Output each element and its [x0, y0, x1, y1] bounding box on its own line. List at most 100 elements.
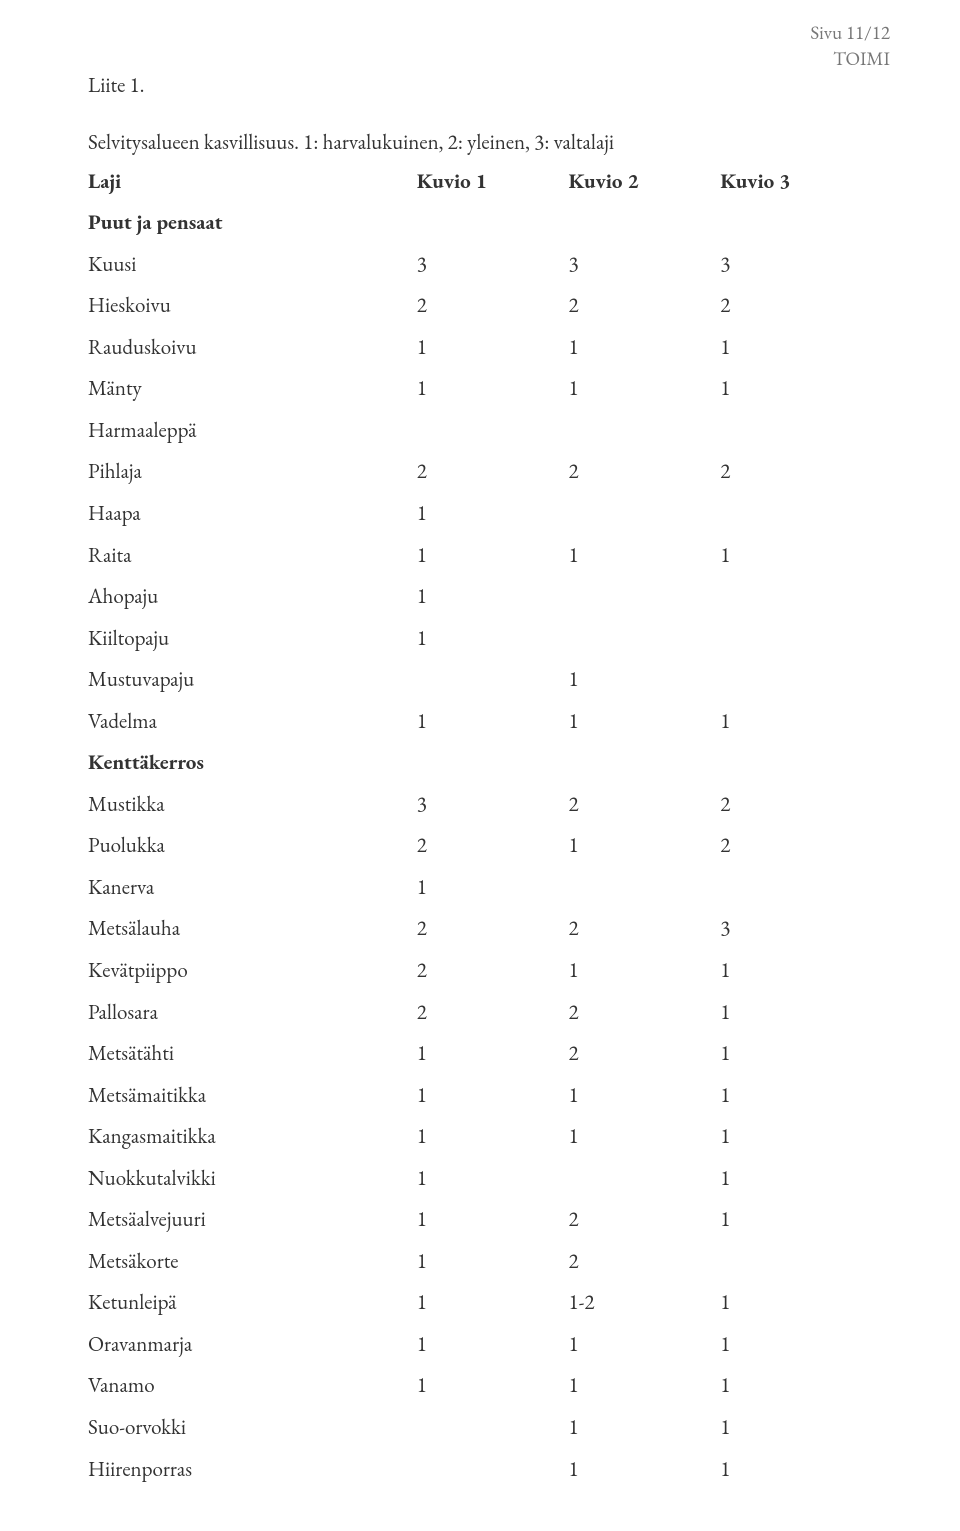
- val-kuvio2: 3: [569, 244, 721, 286]
- val-kuvio3: 1: [720, 992, 872, 1034]
- val-kuvio3: 1: [720, 1408, 872, 1450]
- val-kuvio3: 1: [720, 1158, 872, 1200]
- val-kuvio2: 1: [569, 950, 721, 992]
- val-kuvio1: 1: [417, 369, 569, 411]
- val-kuvio3: 3: [720, 909, 872, 951]
- val-kuvio3: [720, 660, 872, 702]
- val-kuvio3: 1: [720, 535, 872, 577]
- section-label: Kenttäkerros: [88, 743, 872, 785]
- page: Sivu 11/12 TOIMI Liite 1. Selvitysalueen…: [0, 0, 960, 1531]
- val-kuvio1: 3: [417, 784, 569, 826]
- val-kuvio2: 1: [569, 1075, 721, 1117]
- val-kuvio1: 1: [417, 1324, 569, 1366]
- val-kuvio2: 2: [569, 1200, 721, 1242]
- val-kuvio1: [417, 1449, 569, 1491]
- val-kuvio3: 3: [720, 244, 872, 286]
- species-name: Puolukka: [88, 826, 417, 868]
- page-header: Sivu 11/12 TOIMI: [810, 20, 890, 71]
- val-kuvio1: 1: [417, 1117, 569, 1159]
- table-row: Kevätpiippo211: [88, 950, 872, 992]
- table-row: Hieskoivu222: [88, 286, 872, 328]
- val-kuvio3: 2: [720, 286, 872, 328]
- species-name: Kangasmaitikka: [88, 1117, 417, 1159]
- table-row: Puolukka212: [88, 826, 872, 868]
- val-kuvio3: 1: [720, 1034, 872, 1076]
- val-kuvio3: 1: [720, 1200, 872, 1242]
- val-kuvio3: 1: [720, 1366, 872, 1408]
- val-kuvio3: 2: [720, 826, 872, 868]
- doc-label: TOIMI: [810, 46, 890, 72]
- species-name: Ketunleipä: [88, 1283, 417, 1325]
- species-name: Mänty: [88, 369, 417, 411]
- val-kuvio2: 1: [569, 1449, 721, 1491]
- val-kuvio1: 1: [417, 1200, 569, 1242]
- species-name: Kanerva: [88, 867, 417, 909]
- val-kuvio3: 2: [720, 784, 872, 826]
- species-name: Metsämaitikka: [88, 1075, 417, 1117]
- species-name: Mustuvapaju: [88, 660, 417, 702]
- val-kuvio3: [720, 618, 872, 660]
- species-name: Harmaaleppä: [88, 410, 417, 452]
- val-kuvio3: 2: [720, 452, 872, 494]
- species-name: Nuokkutalvikki: [88, 1158, 417, 1200]
- val-kuvio1: [417, 410, 569, 452]
- table-row: Oravanmarja111: [88, 1324, 872, 1366]
- val-kuvio1: 1: [417, 1366, 569, 1408]
- val-kuvio2: 2: [569, 1241, 721, 1283]
- val-kuvio2: [569, 577, 721, 619]
- species-name: Suo-orvokki: [88, 1408, 417, 1450]
- table-row: Raita111: [88, 535, 872, 577]
- val-kuvio2: 2: [569, 1034, 721, 1076]
- table-row: Pallosara221: [88, 992, 872, 1034]
- val-kuvio1: 1: [417, 867, 569, 909]
- section-puut-ja-pensaat: Puut ja pensaat: [88, 203, 872, 245]
- val-kuvio3: 1: [720, 1283, 872, 1325]
- table-row: Nuokkutalvikki11: [88, 1158, 872, 1200]
- val-kuvio3: [720, 410, 872, 452]
- species-name: Metsälauha: [88, 909, 417, 951]
- col-kuvio1: Kuvio 1: [417, 161, 569, 203]
- species-name: Pihlaja: [88, 452, 417, 494]
- attachment-label: Liite 1.: [88, 70, 872, 103]
- table-row: Kiiltopaju1: [88, 618, 872, 660]
- species-name: Ahopaju: [88, 577, 417, 619]
- species-name: Vanamo: [88, 1366, 417, 1408]
- species-name: Vadelma: [88, 701, 417, 743]
- val-kuvio3: 1: [720, 1117, 872, 1159]
- table-row: Vadelma111: [88, 701, 872, 743]
- val-kuvio2: 1: [569, 1324, 721, 1366]
- val-kuvio1: 2: [417, 909, 569, 951]
- val-kuvio1: 1: [417, 1034, 569, 1076]
- species-name: Haapa: [88, 493, 417, 535]
- val-kuvio3: 1: [720, 327, 872, 369]
- val-kuvio2: 2: [569, 784, 721, 826]
- val-kuvio2: [569, 493, 721, 535]
- species-name: Kuusi: [88, 244, 417, 286]
- species-name: Oravanmarja: [88, 1324, 417, 1366]
- val-kuvio2: [569, 867, 721, 909]
- section-label: Puut ja pensaat: [88, 203, 872, 245]
- table-row: Metsätähti121: [88, 1034, 872, 1076]
- page-number: Sivu 11/12: [810, 20, 890, 46]
- val-kuvio2: 1: [569, 327, 721, 369]
- table-row: Pihlaja222: [88, 452, 872, 494]
- table-row: Kuusi333: [88, 244, 872, 286]
- val-kuvio3: 1: [720, 701, 872, 743]
- val-kuvio1: 1: [417, 1283, 569, 1325]
- table-row: Harmaaleppä: [88, 410, 872, 452]
- val-kuvio3: 1: [720, 369, 872, 411]
- table-header-row: LajiKuvio 1Kuvio 2Kuvio 3: [88, 161, 872, 203]
- val-kuvio3: [720, 867, 872, 909]
- species-name: Metsäalvejuuri: [88, 1200, 417, 1242]
- table-row: Mustikka322: [88, 784, 872, 826]
- species-name: Raita: [88, 535, 417, 577]
- col-kuvio2: Kuvio 2: [569, 161, 721, 203]
- val-kuvio3: 1: [720, 1449, 872, 1491]
- val-kuvio2: 1: [569, 1366, 721, 1408]
- table-row: Ketunleipä11-21: [88, 1283, 872, 1325]
- table-row: Kangasmaitikka111: [88, 1117, 872, 1159]
- species-name: Mustikka: [88, 784, 417, 826]
- val-kuvio1: 1: [417, 1158, 569, 1200]
- val-kuvio1: 1: [417, 701, 569, 743]
- species-name: Metsätähti: [88, 1034, 417, 1076]
